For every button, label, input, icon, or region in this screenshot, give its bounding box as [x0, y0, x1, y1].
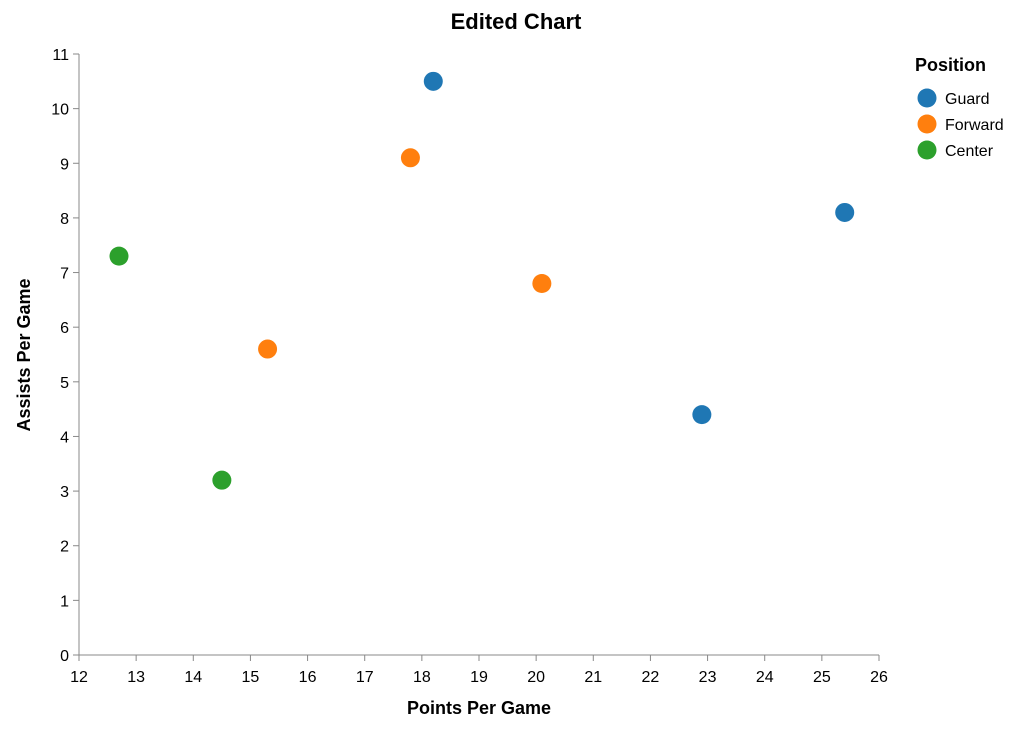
legend-symbol-forward	[917, 114, 937, 134]
x-tick-label: 24	[756, 669, 774, 686]
legend-label-guard: Guard	[945, 91, 989, 108]
data-point-guard[interactable]	[692, 405, 712, 425]
x-tick-label: 12	[70, 669, 88, 686]
legend: Position Guard Forward Center	[915, 55, 1004, 160]
y-tick-label: 8	[60, 211, 69, 228]
x-axis-ticks: 12 13 14 15 16 17 18 19 20 21 22 23 24 25 26	[70, 655, 888, 686]
x-tick-label: 16	[299, 669, 317, 686]
y-tick-label: 7	[60, 266, 69, 283]
data-point-forward[interactable]	[258, 339, 278, 359]
data-point-guard[interactable]	[423, 71, 443, 91]
legend-symbol-guard	[917, 88, 937, 108]
x-tick-label: 18	[413, 669, 431, 686]
y-tick-label: 10	[51, 102, 69, 119]
y-tick-label: 0	[60, 648, 69, 665]
data-point-center[interactable]	[212, 470, 232, 490]
y-tick-label: 11	[52, 47, 69, 64]
legend-entries: Guard Forward Center	[917, 88, 1004, 160]
y-tick-label: 4	[60, 429, 69, 446]
y-tick-label: 5	[60, 375, 69, 392]
y-axis-title: Assists Per Game	[14, 278, 34, 431]
y-tick-label: 1	[60, 593, 69, 610]
x-tick-label: 23	[699, 669, 717, 686]
x-tick-label: 25	[813, 669, 831, 686]
x-tick-label: 13	[127, 669, 145, 686]
data-points	[109, 71, 855, 490]
y-tick-label: 2	[60, 539, 69, 556]
y-axis-ticks: 0 1 2 3 4 5 6 7 8 9 10 11	[51, 47, 79, 665]
x-tick-label: 14	[184, 669, 202, 686]
x-axis-title: Points Per Game	[407, 698, 551, 718]
x-tick-label: 22	[642, 669, 660, 686]
data-point-forward[interactable]	[400, 148, 420, 168]
x-tick-label: 17	[356, 669, 374, 686]
x-tick-label: 19	[470, 669, 488, 686]
y-tick-label: 6	[60, 320, 69, 337]
x-tick-label: 15	[242, 669, 260, 686]
legend-label-forward: Forward	[945, 117, 1004, 134]
chart-title: Edited Chart	[451, 9, 582, 34]
axes: 12 13 14 15 16 17 18 19 20 21 22 23 24 25 26 012345678…	[51, 47, 888, 686]
data-point-forward[interactable]	[532, 273, 552, 293]
data-point-guard[interactable]	[835, 202, 855, 222]
y-tick-label: 3	[60, 484, 69, 501]
x-tick-label: 26	[870, 669, 888, 686]
legend-title: Position	[915, 55, 986, 75]
x-tick-label: 21	[584, 669, 602, 686]
legend-symbol-center	[917, 140, 937, 160]
legend-label-center: Center	[945, 143, 994, 160]
data-point-center[interactable]	[109, 246, 129, 266]
y-tick-label: 9	[60, 156, 69, 173]
x-tick-label: 20	[527, 669, 545, 686]
